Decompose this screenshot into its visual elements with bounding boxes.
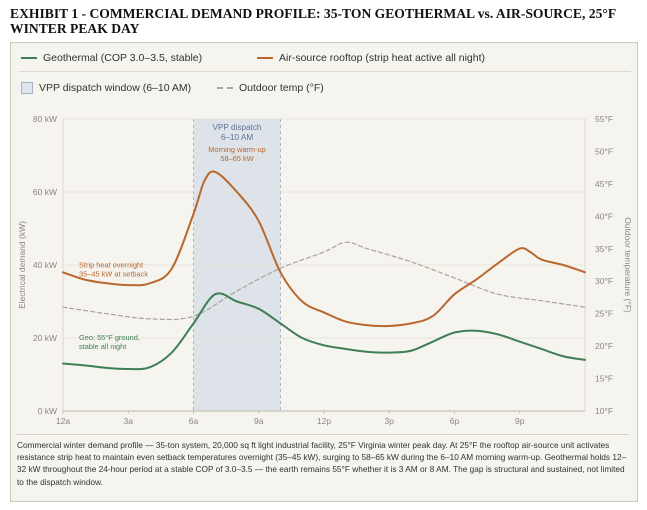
geothermal-series-line	[62, 292, 586, 371]
x-tick-label: 6a	[189, 416, 199, 426]
outdoor-temp-series-line	[62, 241, 586, 321]
legend-item-geothermal: Geothermal (COP 3.0–3.5, stable)	[21, 52, 202, 64]
y-right-tick-label: 15°F	[595, 374, 613, 384]
y-right-tick-label: 25°F	[595, 309, 613, 319]
y-left-tick-label: 60 kW	[33, 187, 57, 197]
warmup-annotation-line-1: Morning warm-up	[208, 145, 266, 154]
y-left-tick-label: 0 kW	[38, 406, 57, 416]
y-left-axis-label: Electrical demand (kW)	[17, 221, 27, 309]
y-right-axis-label: Outdoor temperature (°F)	[623, 217, 633, 313]
legend-divider	[19, 71, 631, 72]
strip-heat-annotation-line-1: Strip heat overnight	[79, 260, 143, 269]
chart-caption: Commercial winter demand profile — 35-to…	[17, 434, 629, 488]
y-right-tick-label: 40°F	[595, 211, 613, 221]
demand-chart: 0 kW 20 kW 40 kW 60 kW 80 kW 10°F 15°F 20°F 25°F…	[17, 114, 633, 426]
y-left-tick-label: 40 kW	[33, 260, 57, 270]
x-tick-label: 12a	[56, 416, 70, 426]
outdoor-temp-swatch	[217, 87, 233, 89]
x-tick-label: 3a	[124, 416, 134, 426]
air-source-swatch	[257, 57, 273, 59]
vpp-swatch	[21, 82, 33, 94]
x-tick-label: 9p	[515, 416, 525, 426]
x-tick-label: 3p	[385, 416, 395, 426]
y-right-tick-label: 30°F	[595, 276, 613, 286]
y-right-tick-label: 55°F	[595, 114, 613, 124]
legend-item-outdoor-temp: Outdoor temp (°F)	[217, 82, 324, 94]
geothermal-swatch	[21, 57, 37, 59]
y-right-tick-label: 50°F	[595, 146, 613, 156]
exhibit-title: EXHIBIT 1 - COMMERCIAL DEMAND PROFILE: 3…	[10, 6, 616, 36]
air-source-series-line	[62, 170, 586, 328]
y-right-tick-label: 10°F	[595, 406, 613, 416]
geo-annotation-line-1: Geo: 55°F ground,	[79, 333, 140, 342]
legend-label-vpp: VPP dispatch window (6–10 AM)	[39, 82, 192, 94]
y-right-tick-label: 20°F	[595, 341, 613, 351]
y-right-tick-label: 35°F	[595, 244, 613, 254]
legend-label-geothermal: Geothermal (COP 3.0–3.5, stable)	[43, 52, 203, 64]
vpp-annotation-line-2: 6–10 AM	[221, 133, 253, 142]
legend-label-outdoor-temp: Outdoor temp (°F)	[239, 82, 324, 94]
chart-panel: Geothermal (COP 3.0–3.5, stable) Air-sou…	[10, 42, 638, 502]
y-left-tick-label: 80 kW	[33, 114, 57, 124]
legend: Geothermal (COP 3.0–3.5, stable) Air-sou…	[11, 43, 639, 109]
geo-annotation-line-2: stable all night	[79, 342, 126, 351]
legend-item-vpp: VPP dispatch window (6–10 AM)	[21, 82, 191, 94]
x-tick-label: 9a	[254, 416, 264, 426]
strip-heat-annotation-line-2: 35–45 kW at setback	[79, 269, 148, 278]
vpp-annotation-line-1: VPP dispatch	[212, 123, 261, 132]
x-tick-label: 12p	[317, 416, 331, 426]
legend-item-air-source: Air-source rooftop (strip heat active al…	[257, 52, 485, 64]
x-tick-label: 6p	[450, 416, 460, 426]
y-right-tick-label: 45°F	[595, 179, 613, 189]
legend-label-air-source: Air-source rooftop (strip heat active al…	[279, 52, 486, 64]
warmup-annotation-line-2: 58–65 kW	[220, 154, 253, 163]
y-left-tick-label: 20 kW	[33, 333, 57, 343]
